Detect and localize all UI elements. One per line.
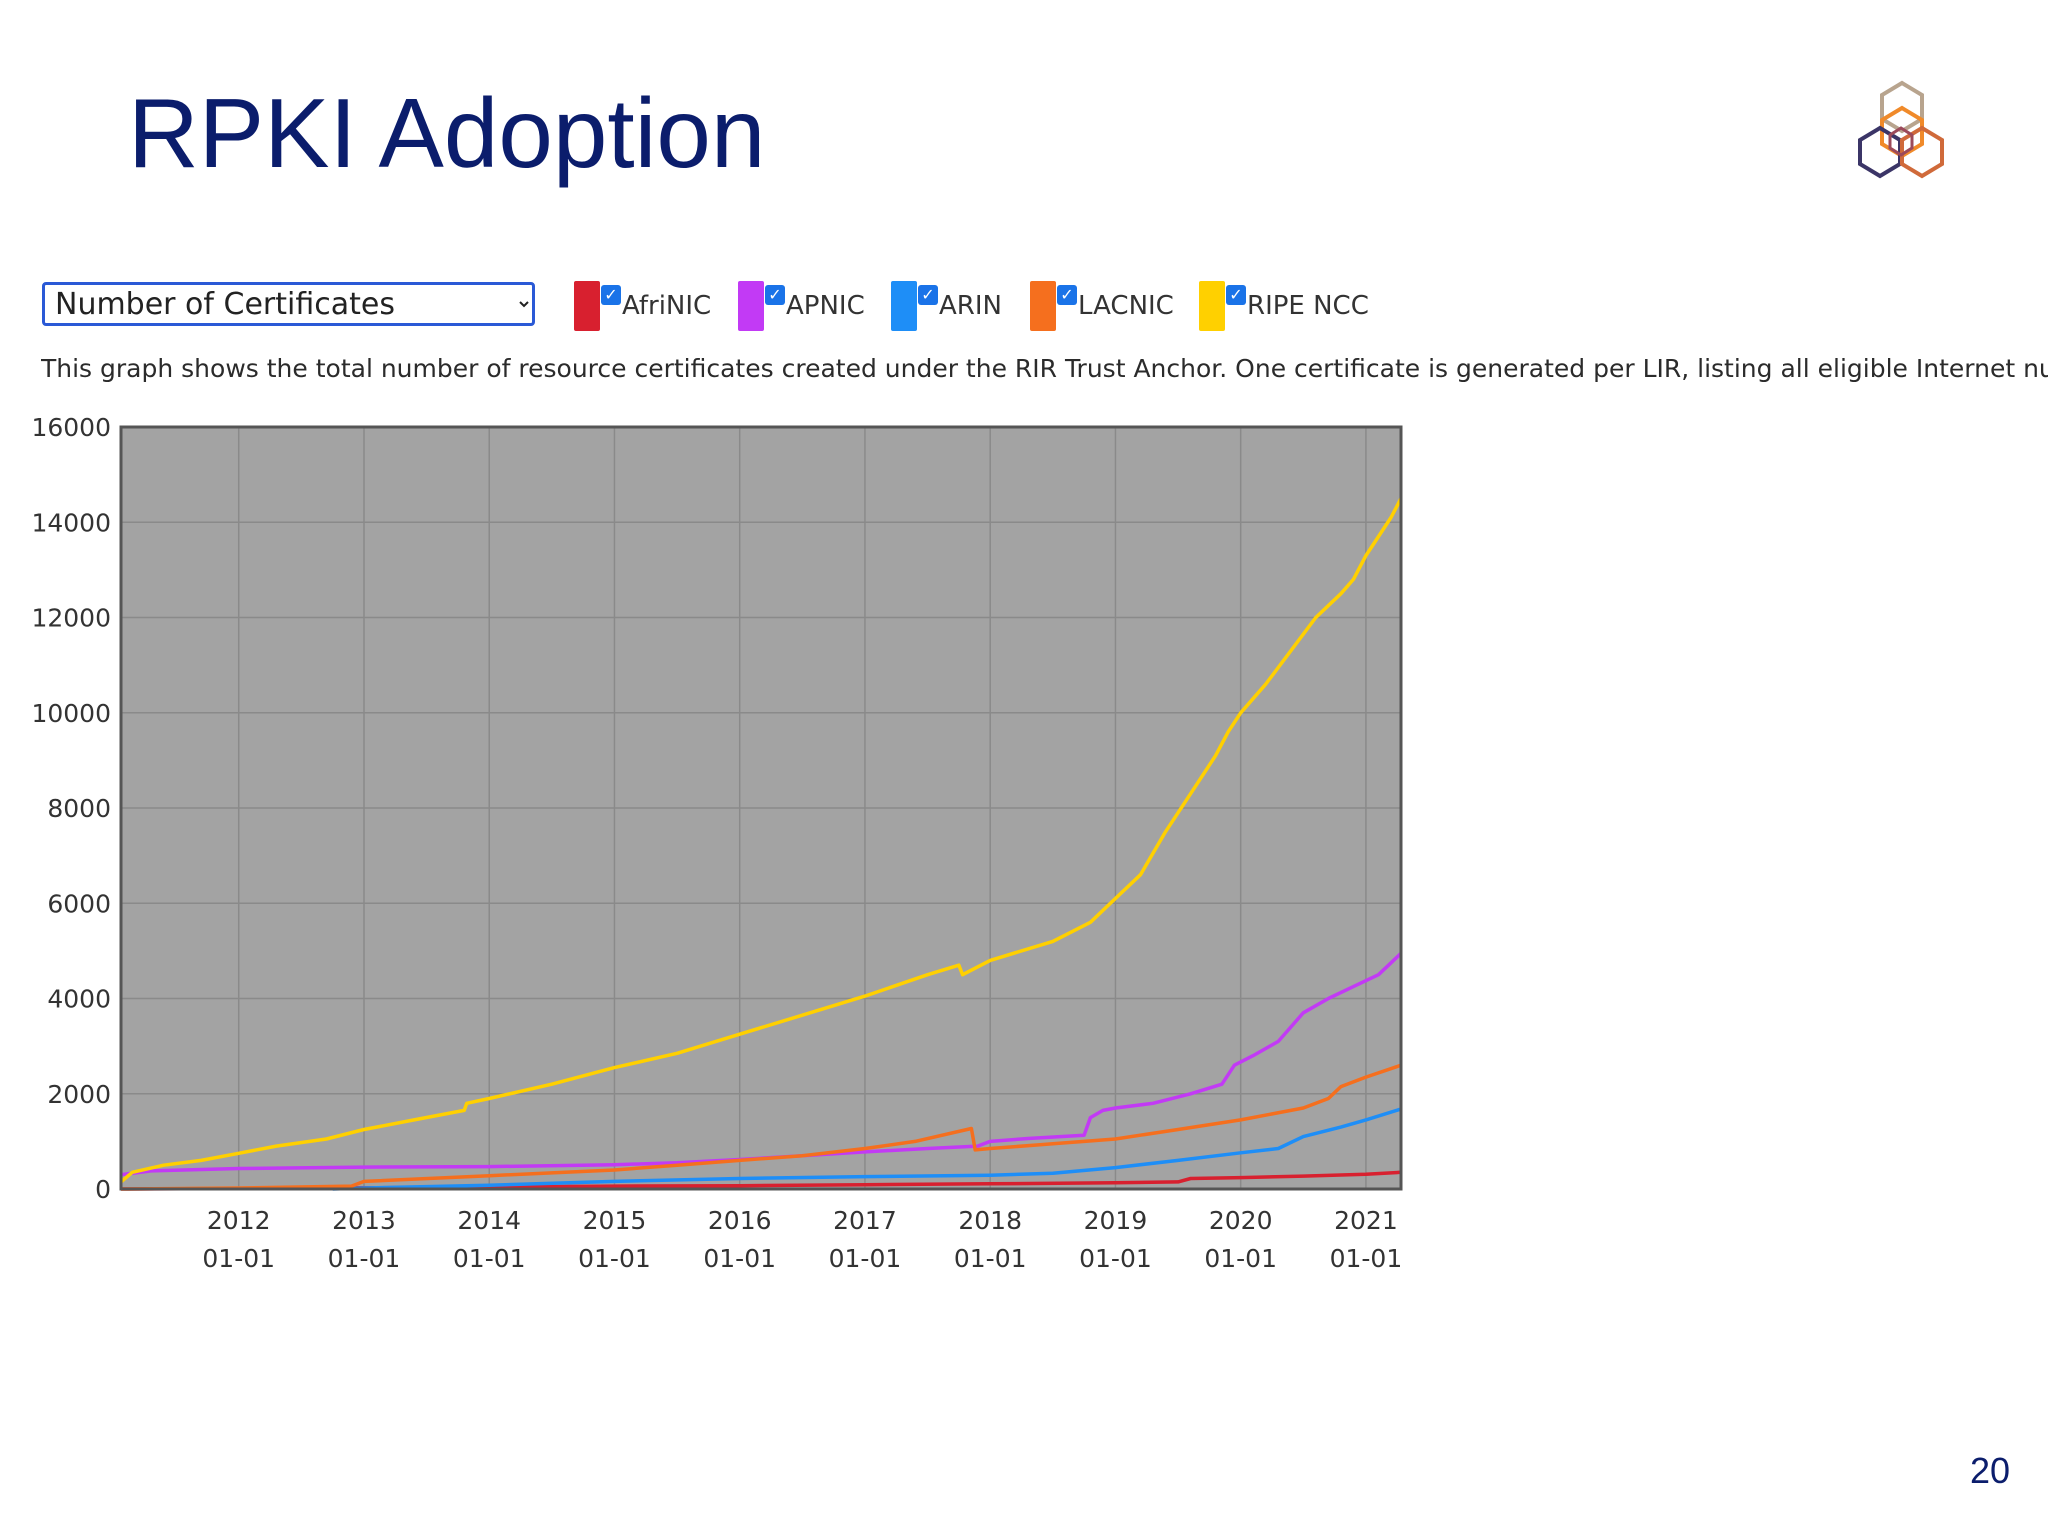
chart-description: This graph shows the total number of res…: [41, 354, 2048, 383]
legend-item-ripe-ncc[interactable]: ✓ RIPE NCC: [1199, 281, 1369, 331]
checkbox-checked-icon[interactable]: ✓: [765, 285, 785, 305]
y-tick-label: 16000: [31, 413, 111, 442]
legend-swatch: [574, 281, 600, 331]
certificates-line-chart: 0 2000 4000 6000 8000 10000 12000 14000 16000 201…: [31, 413, 1403, 1273]
x-tick-sublabel: 01-01: [1330, 1244, 1403, 1273]
checkbox-checked-icon[interactable]: ✓: [1057, 285, 1077, 305]
x-tick-sublabel: 01-01: [954, 1244, 1027, 1273]
y-tick-label: 8000: [47, 794, 111, 823]
legend-label: LACNIC: [1078, 291, 1174, 321]
ripe-ncc-logo-icon: [1858, 80, 1944, 179]
checkbox-checked-icon[interactable]: ✓: [1226, 285, 1246, 305]
x-tick-label: 2021: [1334, 1206, 1398, 1235]
legend-swatch: [1199, 281, 1225, 331]
x-tick-label: 2018: [958, 1206, 1022, 1235]
series-line-arin: [332, 1107, 1402, 1191]
x-tick-label: 2020: [1209, 1206, 1273, 1235]
legend-item-lacnic[interactable]: ✓ LACNIC: [1030, 281, 1174, 331]
x-tick-sublabel: 01-01: [1079, 1244, 1152, 1273]
legend-item-afrinic[interactable]: ✓ AfriNIC: [574, 281, 711, 331]
y-tick-label: 6000: [47, 889, 111, 918]
page-number: 20: [1969, 1450, 2010, 1491]
y-tick-label: 4000: [47, 985, 111, 1014]
y-tick-label: 14000: [31, 508, 111, 537]
series-line-ripe-ncc: [119, 497, 1403, 1184]
x-tick-label: 2017: [833, 1206, 897, 1235]
x-tick-label: 2016: [708, 1206, 772, 1235]
checkbox-checked-icon[interactable]: ✓: [918, 285, 938, 305]
series-line-apnic: [120, 952, 1403, 1177]
plot-frame: [119, 425, 1403, 1191]
x-tick-sublabel: 01-01: [453, 1244, 526, 1273]
x-tick-label: 2014: [457, 1206, 521, 1235]
y-tick-label: 0: [95, 1175, 111, 1204]
legend-swatch: [891, 281, 917, 331]
x-tick-sublabel: 01-01: [1204, 1244, 1277, 1273]
y-tick-label: 10000: [31, 699, 111, 728]
legend-swatch: [738, 281, 764, 331]
legend-label: APNIC: [786, 291, 865, 321]
x-tick-label: 2015: [583, 1206, 647, 1235]
checkbox-checked-icon[interactable]: ✓: [601, 285, 621, 305]
y-tick-label: 12000: [31, 604, 111, 633]
legend-label: AfriNIC: [622, 291, 712, 321]
legend-swatch: [1030, 281, 1056, 331]
metric-select[interactable]: Number of Certificates: [42, 282, 535, 326]
legend-label: ARIN: [939, 291, 1002, 321]
x-tick-sublabel: 01-01: [578, 1244, 651, 1273]
y-tick-label: 2000: [47, 1080, 111, 1109]
x-tick-sublabel: 01-01: [202, 1244, 275, 1273]
slide-title: RPKI Adoption: [128, 78, 766, 188]
series-line-lacnic: [120, 1063, 1402, 1191]
x-tick-label: 2019: [1084, 1206, 1148, 1235]
x-tick-sublabel: 01-01: [328, 1244, 401, 1273]
legend-label: RIPE NCC: [1247, 291, 1369, 321]
x-tick-sublabel: 01-01: [829, 1244, 902, 1273]
x-tick-label: 2012: [207, 1206, 271, 1235]
x-tick-sublabel: 01-01: [703, 1244, 776, 1273]
legend-item-apnic[interactable]: ✓ APNIC: [738, 281, 865, 331]
legend-item-arin[interactable]: ✓ ARIN: [891, 281, 1002, 331]
x-tick-label: 2013: [332, 1206, 396, 1235]
